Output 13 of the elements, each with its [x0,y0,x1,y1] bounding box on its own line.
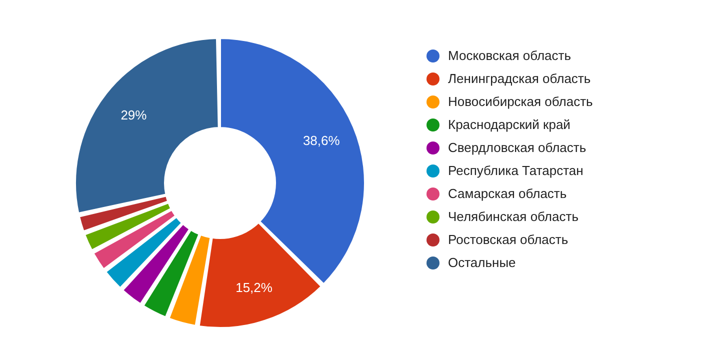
legend-label: Челябинская область [448,209,578,224]
legend-label: Республика Татарстан [448,163,584,178]
data-label: 38,6% [302,132,340,148]
legend-label: Остальные [448,255,516,270]
legend-label: Свердловская область [448,140,586,155]
legend-label: Московская область [448,48,572,63]
legend-label: Ростовская область [448,232,568,247]
legend-label: Новосибирская область [448,94,593,109]
data-label: 15,2% [236,280,273,296]
legend-label: Самарская область [448,186,567,201]
data-label: 29% [120,107,148,122]
legend-label: Ленинградская область [448,71,591,86]
legend-label: Краснодарский край [448,117,570,132]
